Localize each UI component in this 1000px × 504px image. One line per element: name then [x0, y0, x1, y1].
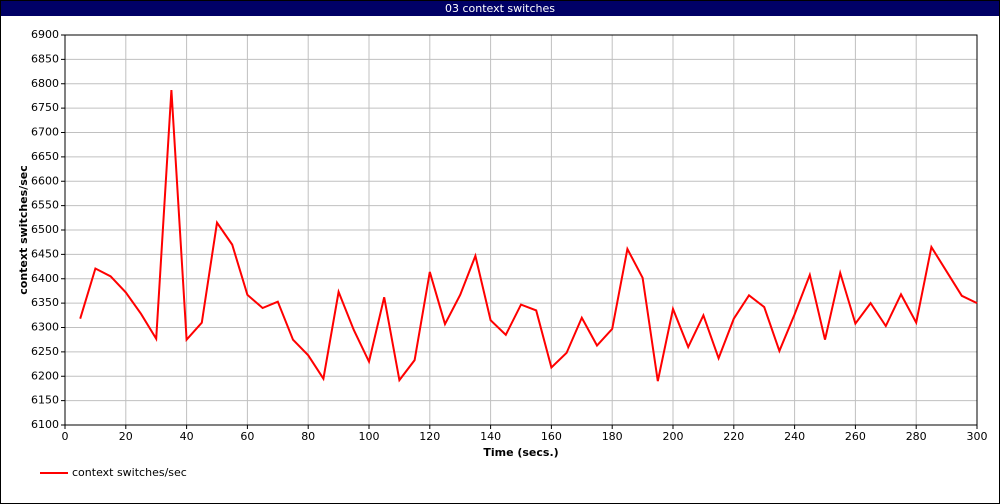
- y-tick-label: 6300: [31, 321, 59, 334]
- plot-frame: [64, 34, 978, 426]
- y-tick-label: 6700: [31, 126, 59, 139]
- y-tick-label: 6150: [31, 394, 59, 407]
- y-tick-label: 6200: [31, 369, 59, 382]
- y-tick-label: 6400: [31, 272, 59, 285]
- x-tick-label: 20: [119, 430, 133, 443]
- x-tick-label: 180: [602, 430, 623, 443]
- data-line: [79, 90, 978, 383]
- x-tick-label: 120: [419, 430, 440, 443]
- x-tick-label: 60: [240, 430, 254, 443]
- legend-label: context switches/sec: [72, 466, 187, 479]
- x-tick-label: 80: [301, 430, 315, 443]
- y-tick-label: 6550: [31, 199, 59, 212]
- x-tick-label: 160: [541, 430, 562, 443]
- y-tick-label: 6350: [31, 296, 59, 309]
- x-axis-label: Time (secs.): [483, 446, 558, 459]
- x-tick-label: 300: [967, 430, 988, 443]
- y-tick-label: 6850: [31, 52, 59, 65]
- x-tick-label: 40: [180, 430, 194, 443]
- x-tick-label: 100: [359, 430, 380, 443]
- y-axis-label: context switches/sec: [17, 165, 30, 294]
- x-tick-label: 280: [906, 430, 927, 443]
- x-tick-label: 0: [62, 430, 69, 443]
- y-tick-label: 6450: [31, 247, 59, 260]
- y-tick-label: 6500: [31, 223, 59, 236]
- x-tick-label: 200: [663, 430, 684, 443]
- x-tick-label: 220: [723, 430, 744, 443]
- y-tick-label: 6100: [31, 418, 59, 431]
- chart: Time (secs.) context switches/sec 6100 61…: [17, 28, 988, 479]
- x-tick-label: 140: [480, 430, 501, 443]
- y-tick-label: 6800: [31, 77, 59, 90]
- y-tick-label: 6250: [31, 345, 59, 358]
- y-tick-label: 6750: [31, 101, 59, 114]
- title-bar: 03 context switches: [1, 1, 999, 16]
- x-tick-label: 240: [784, 430, 805, 443]
- y-tick-label: 6650: [31, 150, 59, 163]
- y-tick-label: 6600: [31, 174, 59, 187]
- x-tick-label: 260: [845, 430, 866, 443]
- y-tick-label: 6900: [31, 28, 59, 41]
